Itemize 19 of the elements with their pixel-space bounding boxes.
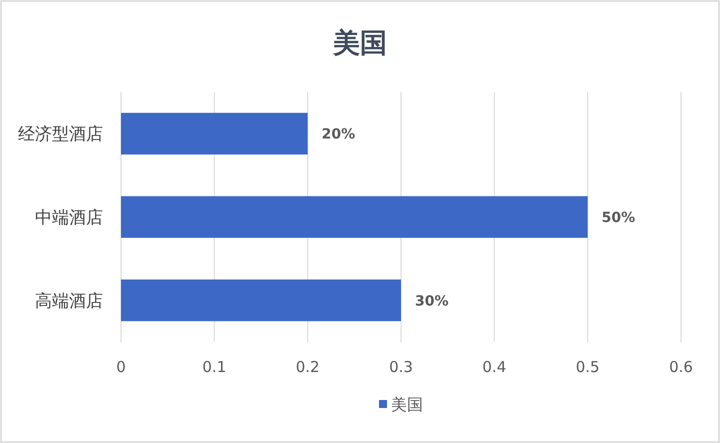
bar bbox=[121, 280, 401, 322]
y-tick-label: 高端酒店 bbox=[35, 291, 103, 312]
x-tick-label: 0.1 bbox=[202, 358, 226, 376]
chart-title: 美国 bbox=[332, 28, 387, 59]
y-tick-label: 经济型酒店 bbox=[18, 124, 103, 145]
x-tick-label: 0.2 bbox=[296, 358, 320, 376]
data-label: 50% bbox=[602, 210, 636, 226]
x-tick-label: 0.6 bbox=[669, 358, 693, 376]
x-tick-label: 0.4 bbox=[482, 358, 506, 376]
x-tick-label: 0 bbox=[116, 358, 126, 376]
legend: 美国 bbox=[379, 395, 423, 414]
legend-label: 美国 bbox=[391, 395, 423, 414]
bar bbox=[121, 196, 588, 238]
bar bbox=[121, 112, 308, 154]
data-label: 30% bbox=[415, 293, 449, 310]
x-tick-label: 0.3 bbox=[389, 358, 413, 376]
y-tick-label: 中端酒店 bbox=[35, 208, 103, 228]
x-tick-label: 0.5 bbox=[576, 358, 600, 376]
data-label: 20% bbox=[322, 126, 356, 143]
